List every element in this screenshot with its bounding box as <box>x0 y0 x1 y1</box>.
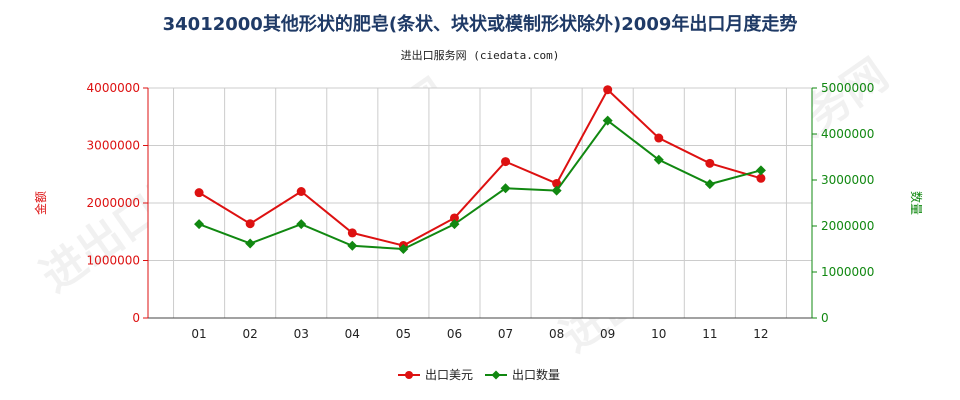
x-tick-label: 05 <box>396 327 411 341</box>
data-point-qty <box>755 165 766 176</box>
data-point-qty <box>653 154 664 165</box>
x-tick-label: 09 <box>600 327 615 341</box>
y-right-tick-label: 4000000 <box>821 127 874 141</box>
y-right-axis-title: 数量 <box>909 191 924 215</box>
y-right-tick-label: 2000000 <box>821 219 874 233</box>
data-point-qty <box>194 219 205 230</box>
data-point-qty <box>347 240 358 251</box>
data-point-qty <box>602 115 613 126</box>
legend-marker <box>405 371 413 379</box>
series-line-left <box>198 88 762 247</box>
data-point-usd <box>296 187 306 196</box>
x-tick-label: 02 <box>243 327 258 341</box>
legend-marker <box>491 370 501 380</box>
data-point-usd <box>347 228 357 238</box>
data-point-usd <box>756 173 766 183</box>
series-line-right <box>198 119 762 251</box>
legend-label: 出口美元 <box>425 368 473 382</box>
y-left-tick-label: 2000000 <box>87 196 140 210</box>
data-point-qty <box>245 238 256 249</box>
y-right-tick-label: 0 <box>821 311 829 325</box>
x-tick-label: 04 <box>345 327 360 341</box>
y-right-tick-label: 1000000 <box>821 265 874 279</box>
data-point-usd <box>194 188 204 198</box>
y-right-tick-label: 3000000 <box>821 173 874 187</box>
x-tick-label: 08 <box>549 327 564 341</box>
data-point-qty <box>296 219 307 230</box>
y-left-tick-label: 1000000 <box>87 254 140 268</box>
x-tick-label: 06 <box>447 327 462 341</box>
data-point-qty <box>704 179 715 190</box>
x-tick-label: 03 <box>294 327 309 341</box>
y-right-tick-label: 5000000 <box>821 81 874 95</box>
data-point-usd <box>654 133 664 143</box>
data-point-usd <box>552 178 562 188</box>
x-tick-label: 12 <box>753 327 768 341</box>
data-point-usd <box>449 213 459 223</box>
y-left-tick-label: 4000000 <box>87 81 140 95</box>
data-point-usd <box>501 157 511 167</box>
data-point-usd <box>603 85 613 95</box>
chart-title: 34012000其他形状的肥皂(条状、块状或模制形状除外)2009年出口月度走势 <box>162 14 798 35</box>
x-tick-label: 10 <box>651 327 666 341</box>
data-point-qty <box>398 244 409 254</box>
data-point-qty <box>551 185 562 196</box>
data-point-qty <box>449 219 460 230</box>
x-tick-label: 07 <box>498 327 513 341</box>
chart-subtitle: 进出口服务网 (ciedata.com) <box>400 49 560 62</box>
x-tick-label: 01 <box>191 327 206 341</box>
x-tick-label: 11 <box>702 327 717 341</box>
y-left-tick-label: 0 <box>132 311 140 325</box>
data-point-qty <box>500 183 511 194</box>
y-left-tick-label: 3000000 <box>87 139 140 153</box>
y-left-axis-title: 金额 <box>33 191 48 215</box>
data-point-usd <box>245 219 255 229</box>
legend-label: 出口数量 <box>512 367 560 382</box>
data-point-usd <box>705 158 715 168</box>
